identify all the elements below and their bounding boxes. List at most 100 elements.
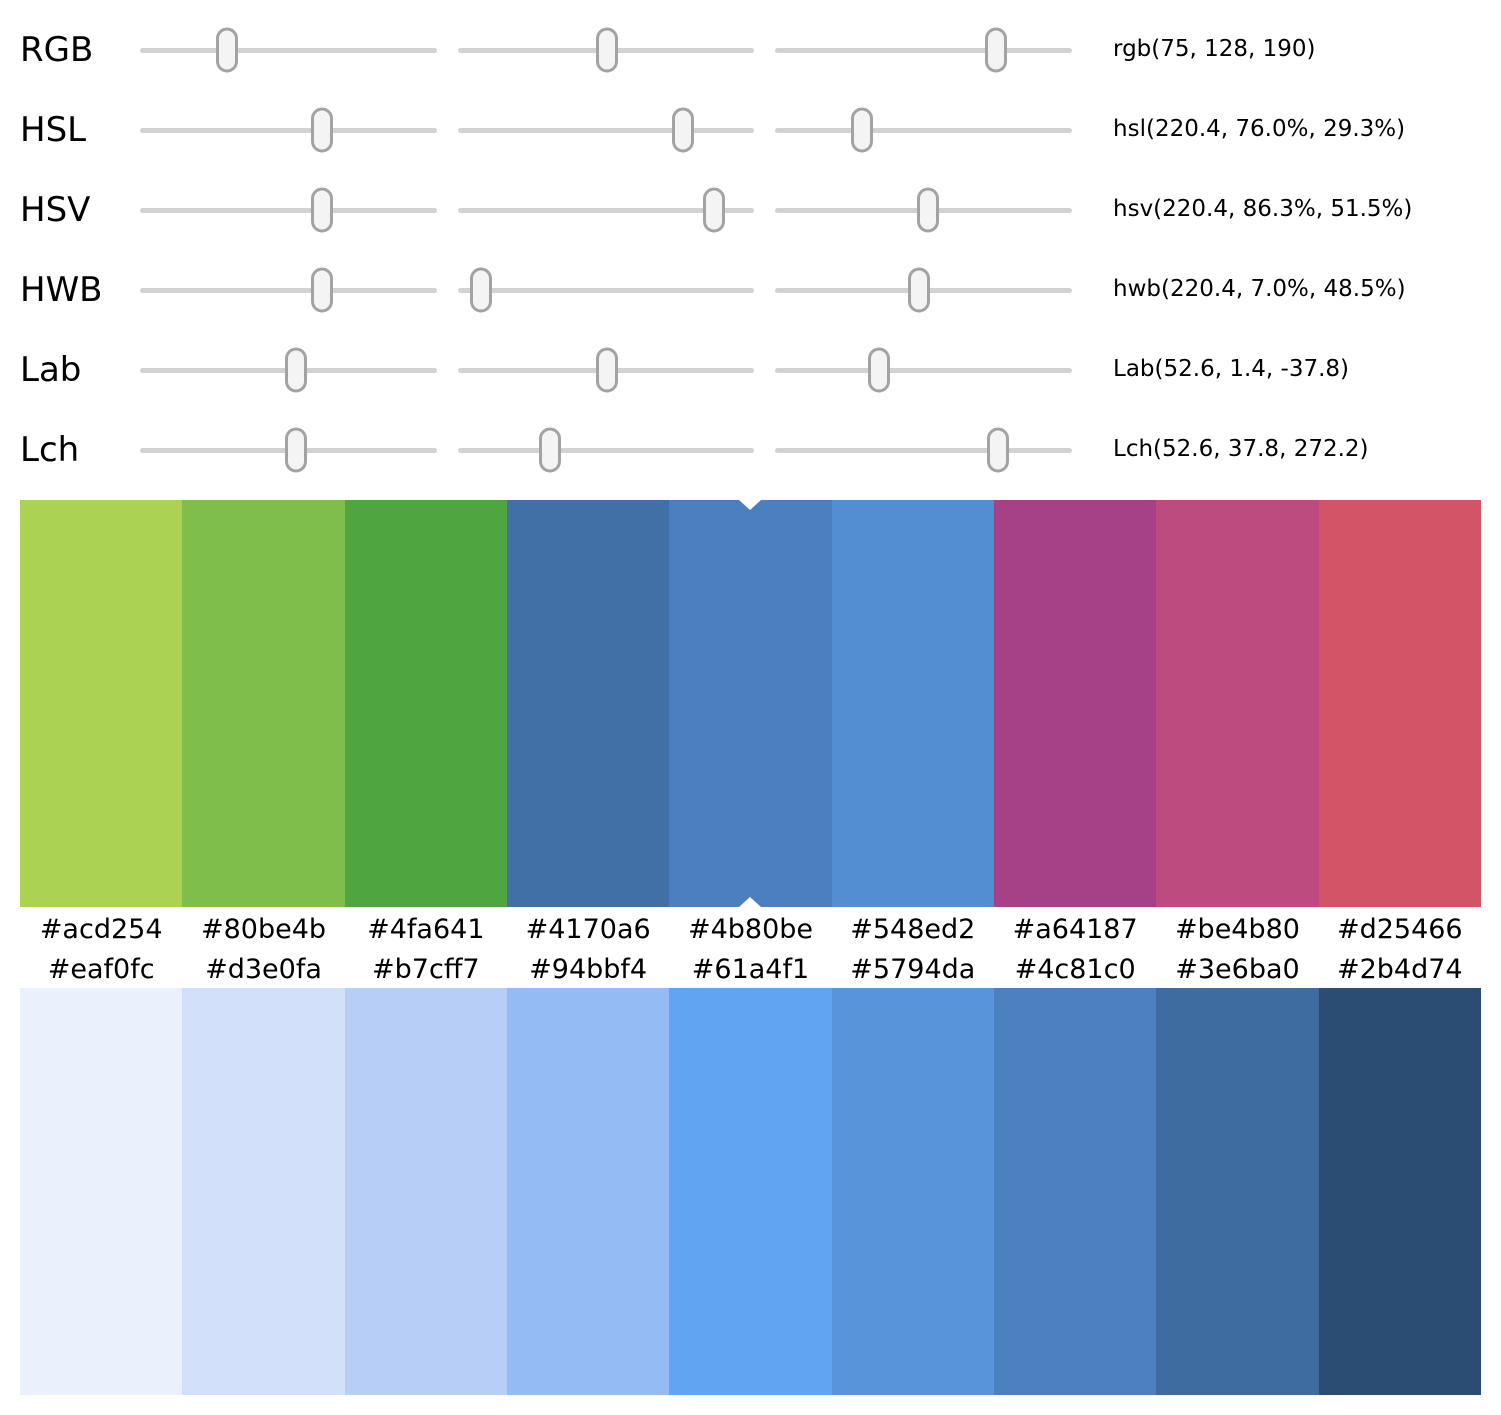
colorspace-label: Lab bbox=[20, 350, 82, 390]
tint-hex-label-4: #94bbf4 bbox=[529, 954, 648, 985]
color-value-text: rgb(75, 128, 190) bbox=[1113, 36, 1316, 63]
hwb-slider-handle-1[interactable] bbox=[310, 267, 333, 313]
tint-swatch-9[interactable] bbox=[1318, 988, 1481, 1395]
slider-rail[interactable] bbox=[457, 127, 755, 133]
hsl-slider-track-2[interactable] bbox=[457, 90, 755, 170]
tint-hex-label-1: #eaf0fc bbox=[47, 954, 155, 985]
tint-swatch-3[interactable] bbox=[344, 988, 507, 1395]
tint-swatch-1[interactable] bbox=[20, 988, 183, 1395]
hue-swatch-4[interactable] bbox=[506, 500, 670, 907]
rgb-slider-track-1[interactable] bbox=[140, 10, 437, 90]
hwb-slider-track-2[interactable] bbox=[457, 250, 755, 330]
tint-hex-label-3: #b7cff7 bbox=[372, 954, 480, 985]
tint-hex-label-8: #3e6ba0 bbox=[1175, 954, 1300, 985]
hsv-slider-track-3[interactable] bbox=[775, 170, 1073, 250]
slider-rail[interactable] bbox=[457, 207, 755, 213]
slider-row-lch: Lch Lch(52.6, 37.8, 272.2) bbox=[0, 410, 1501, 490]
slider-rail[interactable] bbox=[775, 127, 1073, 133]
hue-scale-hex-labels: #acd254 #80be4b #4fa641 #4170a6 #4b80be #548e… bbox=[20, 907, 1481, 951]
hue-swatch-5[interactable] bbox=[669, 500, 832, 907]
slider-rail[interactable] bbox=[775, 447, 1073, 453]
hue-hex-label-4: #4170a6 bbox=[525, 913, 651, 945]
hue-swatch-8[interactable] bbox=[1156, 500, 1319, 907]
colorspace-label: HSL bbox=[20, 110, 87, 150]
hue-hex-label-8: #be4b80 bbox=[1174, 913, 1300, 945]
colorspace-label: HWB bbox=[20, 270, 103, 310]
tint-swatch-2[interactable] bbox=[182, 988, 345, 1395]
slider-rail[interactable] bbox=[140, 47, 437, 53]
slider-row-hsv: HSV hsv(220.4, 86.3%, 51.5%) bbox=[0, 170, 1501, 250]
tint-hex-label-2: #d3e0fa bbox=[205, 954, 322, 985]
lch-slider-track-2[interactable] bbox=[457, 410, 755, 490]
lab-slider-track-2[interactable] bbox=[457, 330, 755, 410]
hue-swatch-9[interactable] bbox=[1318, 500, 1481, 907]
hsv-slider-track-1[interactable] bbox=[140, 170, 437, 250]
rgb-slider-handle-3[interactable] bbox=[985, 27, 1008, 73]
tint-swatch-7[interactable] bbox=[993, 988, 1157, 1395]
lab-slider-handle-1[interactable] bbox=[285, 347, 308, 393]
hwb-slider-handle-3[interactable] bbox=[908, 267, 931, 313]
hwb-slider-handle-2[interactable] bbox=[470, 267, 493, 313]
tint-swatch-5[interactable] bbox=[669, 988, 832, 1395]
hwb-slider-track-3[interactable] bbox=[775, 250, 1073, 330]
rgb-slider-track-3[interactable] bbox=[775, 10, 1073, 90]
hue-hex-label-7: #a64187 bbox=[1012, 913, 1138, 945]
slider-rail[interactable] bbox=[457, 447, 755, 453]
tint-hex-label-6: #5794da bbox=[850, 954, 976, 985]
lch-slider-track-1[interactable] bbox=[140, 410, 437, 490]
lab-slider-handle-2[interactable] bbox=[596, 347, 619, 393]
hue-hex-label-5: #4b80be bbox=[687, 913, 813, 945]
lch-slider-track-3[interactable] bbox=[775, 410, 1073, 490]
slider-rail[interactable] bbox=[140, 127, 437, 133]
slider-rail[interactable] bbox=[775, 47, 1073, 53]
hue-swatch-1[interactable] bbox=[20, 500, 183, 907]
hue-swatch-3[interactable] bbox=[344, 500, 507, 907]
slider-rail[interactable] bbox=[140, 287, 437, 293]
lab-slider-track-3[interactable] bbox=[775, 330, 1073, 410]
slider-rail[interactable] bbox=[775, 367, 1073, 373]
tint-swatch-4[interactable] bbox=[506, 988, 670, 1395]
tint-hex-label-9: #2b4d74 bbox=[1336, 954, 1463, 985]
hsl-slider-handle-2[interactable] bbox=[672, 107, 695, 153]
hsv-slider-handle-3[interactable] bbox=[917, 187, 940, 233]
hsv-slider-handle-1[interactable] bbox=[310, 187, 333, 233]
color-value-text: hsl(220.4, 76.0%, 29.3%) bbox=[1113, 116, 1406, 143]
color-sliders-panel: RGB rgb(75, 128, 190) HSL hsl(220.4, 76.0%,… bbox=[0, 0, 1501, 490]
color-value-text: Lch(52.6, 37.8, 272.2) bbox=[1113, 436, 1369, 463]
color-value-text: hwb(220.4, 7.0%, 48.5%) bbox=[1113, 276, 1406, 303]
hue-hex-label-6: #548ed2 bbox=[850, 913, 976, 945]
tint-swatch-8[interactable] bbox=[1156, 988, 1319, 1395]
lch-slider-handle-2[interactable] bbox=[538, 427, 561, 473]
tint-hex-label-5: #61a4f1 bbox=[691, 954, 810, 985]
lch-slider-handle-3[interactable] bbox=[986, 427, 1009, 473]
hwb-slider-track-1[interactable] bbox=[140, 250, 437, 330]
hsv-slider-track-2[interactable] bbox=[457, 170, 755, 250]
hue-hex-label-2: #80be4b bbox=[200, 913, 327, 945]
hsl-slider-track-1[interactable] bbox=[140, 90, 437, 170]
color-value-text: hsv(220.4, 86.3%, 51.5%) bbox=[1113, 196, 1413, 223]
colorspace-label: Lch bbox=[20, 430, 80, 470]
rgb-slider-handle-2[interactable] bbox=[595, 27, 618, 73]
slider-row-hwb: HWB hwb(220.4, 7.0%, 48.5%) bbox=[0, 250, 1501, 330]
hue-swatch-2[interactable] bbox=[182, 500, 345, 907]
slider-row-lab: Lab Lab(52.6, 1.4, -37.8) bbox=[0, 330, 1501, 410]
tint-swatch-6[interactable] bbox=[831, 988, 994, 1395]
lab-slider-handle-3[interactable] bbox=[867, 347, 890, 393]
lch-slider-handle-1[interactable] bbox=[285, 427, 308, 473]
hue-swatch-7[interactable] bbox=[993, 500, 1157, 907]
hsl-slider-track-3[interactable] bbox=[775, 90, 1073, 170]
slider-rail[interactable] bbox=[457, 287, 755, 293]
hsl-slider-handle-1[interactable] bbox=[310, 107, 333, 153]
hue-hex-label-3: #4fa641 bbox=[367, 913, 485, 945]
slider-rail[interactable] bbox=[140, 207, 437, 213]
hsv-slider-handle-2[interactable] bbox=[702, 187, 725, 233]
hsl-slider-handle-3[interactable] bbox=[851, 107, 874, 153]
hue-hex-label-1: #acd254 bbox=[39, 913, 163, 945]
lab-slider-track-1[interactable] bbox=[140, 330, 437, 410]
rgb-slider-handle-1[interactable] bbox=[216, 27, 239, 73]
rgb-slider-track-2[interactable] bbox=[457, 10, 755, 90]
color-value-text: Lab(52.6, 1.4, -37.8) bbox=[1113, 356, 1350, 383]
hue-hex-label-9: #d25466 bbox=[1336, 913, 1463, 945]
hue-swatch-6[interactable] bbox=[831, 500, 994, 907]
